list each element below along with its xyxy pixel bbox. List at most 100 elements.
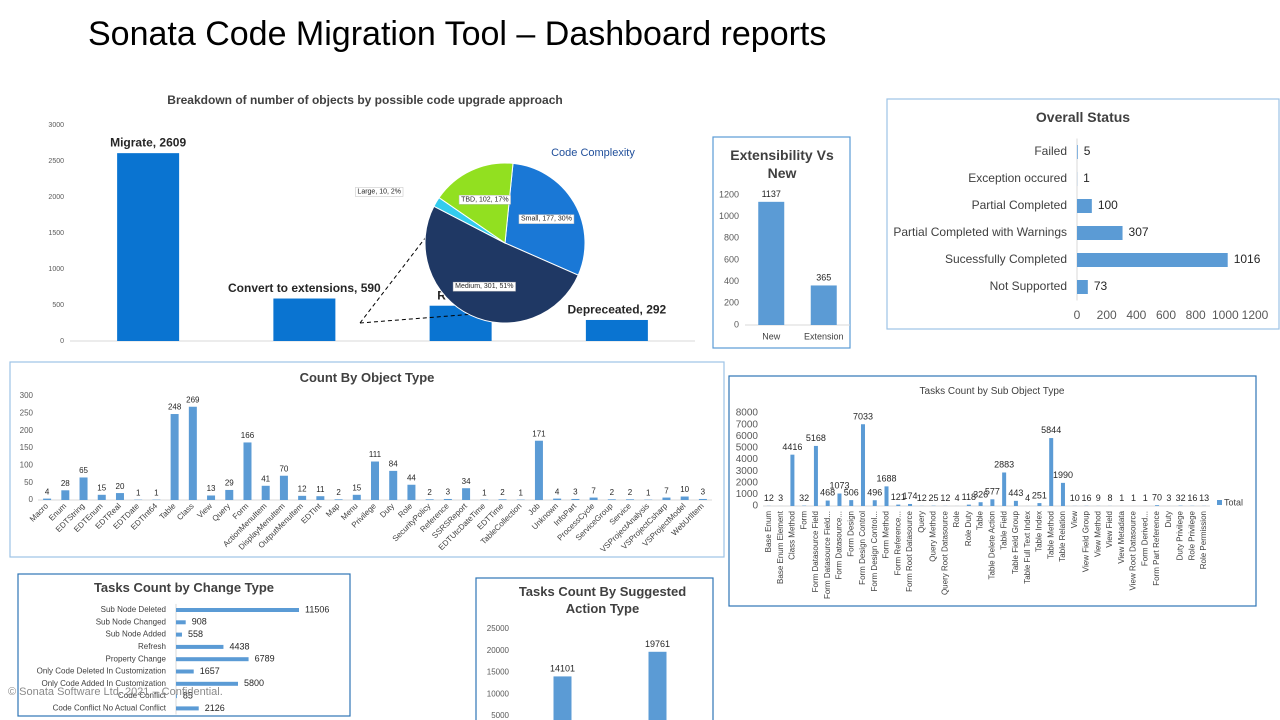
legend-swatch xyxy=(1217,500,1222,505)
y-tick-label: Sub Node Added xyxy=(106,630,167,639)
y-tick-label: Failed xyxy=(1034,144,1067,158)
y-tick-label: Only Code Deleted In Customization xyxy=(37,667,166,676)
y-tick-label: 250 xyxy=(20,408,34,417)
bar xyxy=(462,488,471,500)
pie-label-box xyxy=(458,195,511,205)
bar xyxy=(626,499,635,500)
bar xyxy=(79,477,88,500)
value-label: 11506 xyxy=(305,604,329,614)
bar xyxy=(176,681,239,686)
y-tick-label: Refresh xyxy=(138,642,166,651)
pie-slice xyxy=(424,205,579,324)
x-tick-label: View Method xyxy=(1093,511,1102,557)
value-label: 1 xyxy=(1131,493,1136,503)
value-label: 4 xyxy=(1025,493,1030,503)
x-tick-label: View Field xyxy=(1105,511,1114,548)
bar xyxy=(585,319,648,341)
bar xyxy=(589,497,598,500)
value-label: 15 xyxy=(97,484,106,493)
value-label: 28 xyxy=(61,479,70,488)
bar xyxy=(371,461,379,500)
value-label: 1 xyxy=(1083,171,1090,185)
bar xyxy=(176,608,299,612)
value-label: 908 xyxy=(192,617,207,627)
value-label: 174 xyxy=(903,491,918,501)
bar xyxy=(207,495,216,500)
value-label: 248 xyxy=(168,403,182,412)
value-label: 506 xyxy=(844,487,859,497)
value-label: 10 xyxy=(680,485,689,494)
x-tick-label: Form Datasource Field xyxy=(811,511,820,592)
bar xyxy=(896,504,901,506)
value-label: 1 xyxy=(519,488,524,497)
bar xyxy=(571,498,580,500)
y-tick-label: 300 xyxy=(20,391,34,400)
bar xyxy=(170,414,179,500)
panel xyxy=(886,98,1280,330)
bar xyxy=(1077,253,1228,267)
value-label: 29 xyxy=(225,479,234,488)
x-tick-label: Table Relation xyxy=(1058,511,1067,562)
legend-label: Total xyxy=(1224,497,1243,507)
value-label: 12 xyxy=(940,493,950,503)
x-tick-label: Role Privilege xyxy=(1187,510,1196,560)
y-tick-label: 0 xyxy=(734,319,739,329)
value-label: 2 xyxy=(500,488,505,497)
y-tick-label: 0 xyxy=(752,501,758,512)
x-tick-label: Table xyxy=(158,501,178,521)
value-label: 100 xyxy=(1098,198,1118,212)
value-label: 2 xyxy=(610,488,615,497)
chart-title: Overall Status xyxy=(1035,109,1131,125)
bar xyxy=(849,500,854,506)
value-label: 1688 xyxy=(876,474,896,484)
value-label: 25 xyxy=(929,493,939,503)
y-tick-label: Sub Node Changed xyxy=(96,617,166,626)
bar xyxy=(176,694,177,699)
x-tick-label: Form Design Control... xyxy=(870,511,879,591)
value-label: 3 xyxy=(701,488,706,497)
x-tick-label: Role xyxy=(952,510,961,527)
x-tick-label: Role Permission xyxy=(1199,511,1208,569)
value-label: 13 xyxy=(207,484,216,493)
value-label: 19761 xyxy=(645,639,670,649)
x-tick-label: Class Method xyxy=(788,511,797,560)
bar xyxy=(1077,226,1123,240)
bar xyxy=(758,201,785,325)
bar xyxy=(607,499,616,500)
x-tick-label: Form Design Control xyxy=(858,511,867,585)
panel xyxy=(712,136,851,349)
value-label: 3 xyxy=(778,493,783,503)
y-tick-label: Code Conflict No Actual Conflict xyxy=(53,704,167,713)
y-tick-label: 0 xyxy=(29,495,34,504)
y-tick-label: 1000 xyxy=(48,266,64,273)
y-tick-label: 4000 xyxy=(736,454,759,465)
bar xyxy=(553,498,562,500)
bar xyxy=(176,657,249,662)
bar xyxy=(1049,438,1054,506)
bar xyxy=(872,500,877,506)
y-tick-label: 3000 xyxy=(736,466,759,477)
bar xyxy=(1077,199,1092,213)
y-tick-label: 8000 xyxy=(736,408,759,419)
value-label: 65 xyxy=(79,466,88,475)
bar xyxy=(334,499,343,500)
bar xyxy=(243,442,252,500)
value-label: 44 xyxy=(407,473,416,482)
bar xyxy=(837,493,842,506)
x-tick-label: 1000 xyxy=(1212,308,1239,322)
bar xyxy=(176,669,194,674)
pie-label: Large, 10, 2% xyxy=(357,188,401,195)
value-label: 443 xyxy=(1008,488,1023,498)
value-label: 1073 xyxy=(829,481,849,491)
value-label: 166 xyxy=(241,431,255,440)
leader xyxy=(359,311,501,324)
x-tick-label: Form Reference... xyxy=(893,511,902,575)
x-tick-label: Duty xyxy=(378,502,396,520)
bar xyxy=(425,499,434,500)
bar xyxy=(553,676,572,720)
y-tick-label: Property Change xyxy=(106,654,167,663)
x-tick-label: 0 xyxy=(1074,308,1081,322)
y-tick-label: 10000 xyxy=(487,689,510,698)
value-label: 12 xyxy=(764,493,774,503)
